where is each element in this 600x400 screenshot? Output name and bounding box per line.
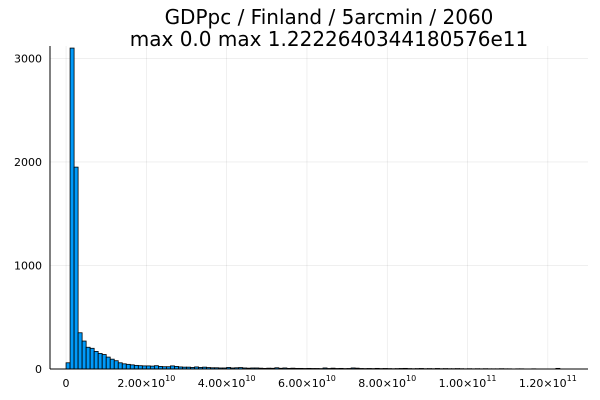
- x-tick-label: 8.00×1010: [358, 374, 416, 390]
- histogram-bar: [109, 358, 115, 370]
- x-tick-label: 6.00×1010: [278, 374, 336, 390]
- histogram-bar: [133, 364, 139, 370]
- x-tick-label: 4.00×1010: [198, 374, 256, 390]
- histogram-bars: [65, 47, 561, 370]
- x-tick-label: 1.20×1011: [519, 374, 577, 390]
- histogram-bar: [89, 347, 95, 370]
- histogram-bar: [113, 360, 119, 370]
- histogram-bar: [105, 356, 111, 370]
- x-tick-label: 1.00×1011: [439, 374, 497, 390]
- histogram-bar: [81, 340, 87, 370]
- histogram-bar: [93, 351, 99, 370]
- histogram-bar: [117, 362, 123, 370]
- histogram-bar: [129, 364, 135, 370]
- tick-labels: 0 2.00×1010 4.00×1010 6.00×1010 8.00×1010 1.0…: [14, 52, 577, 390]
- y-tick-label: 2000: [14, 156, 42, 169]
- grid-lines: [50, 46, 588, 370]
- histogram-bar: [69, 47, 75, 370]
- chart-title-line-2: max 0.0 max 1.2222640344180576e11: [130, 27, 528, 51]
- histogram-bar: [65, 362, 71, 370]
- histogram-bar: [73, 166, 79, 370]
- x-tick-label: 0: [63, 377, 70, 390]
- y-tick-label: 0: [35, 363, 42, 376]
- histogram-bar: [85, 346, 91, 370]
- histogram-bar: [101, 354, 107, 370]
- histogram-bar: [125, 363, 131, 370]
- axes: [49, 46, 588, 370]
- y-tick-label: 1000: [14, 259, 42, 272]
- chart-title-line-1: GDPpc / Finland / 5arcmin / 2060: [165, 5, 494, 29]
- histogram-bar: [77, 332, 83, 370]
- y-tick-label: 3000: [14, 52, 42, 65]
- histogram-bar: [121, 363, 127, 370]
- histogram-bar: [97, 353, 103, 370]
- x-tick-label: 2.00×1010: [117, 374, 175, 390]
